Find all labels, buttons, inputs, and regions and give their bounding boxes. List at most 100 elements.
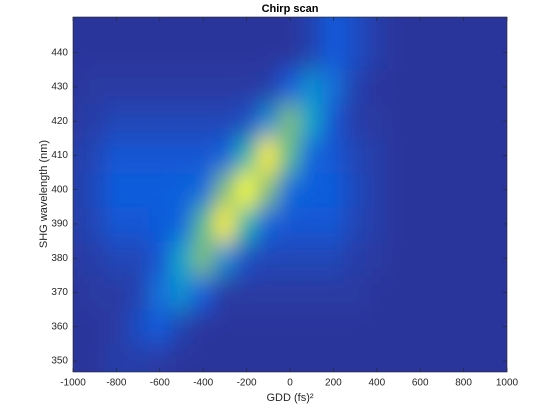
y-tick-label: 440 <box>51 47 68 58</box>
heatmap-cell <box>73 240 85 276</box>
heatmap-cell <box>473 274 497 311</box>
heatmap-cell <box>387 343 410 372</box>
heatmap-cell <box>213 137 237 174</box>
heatmap-cell <box>452 309 475 345</box>
heatmap-cell <box>322 240 345 276</box>
heatmap-cell <box>191 274 215 311</box>
heatmap-cell <box>83 137 107 174</box>
heatmap-cell <box>256 274 280 311</box>
x-axis-label: GDD (fs)² <box>266 392 313 404</box>
heatmap-cell <box>365 206 389 242</box>
heatmap-cell <box>365 172 389 208</box>
heatmap-cell <box>213 172 237 208</box>
y-axis-label: SHG wavelength (nm) <box>38 140 50 248</box>
heatmap-cell <box>191 206 215 242</box>
heatmap-cell <box>452 343 475 372</box>
heatmap-cell <box>213 274 237 311</box>
heatmap-cell <box>105 206 128 242</box>
heatmap-cell <box>148 172 172 208</box>
heatmap-cell <box>495 137 507 174</box>
heatmap-cell <box>322 343 345 372</box>
heatmap-cell <box>387 17 410 71</box>
heatmap-cell <box>408 69 432 105</box>
heatmap-cell <box>322 69 345 105</box>
heatmap-cell <box>170 240 193 276</box>
heatmap <box>73 17 507 372</box>
heatmap-cell <box>148 103 172 139</box>
heatmap-cell <box>83 103 107 139</box>
heatmap-cell <box>191 343 215 372</box>
heatmap-cell <box>83 240 107 276</box>
heatmap-cell <box>430 103 454 139</box>
heatmap-cell <box>387 69 410 105</box>
heatmap-cell <box>105 17 128 71</box>
heatmap-cell <box>387 240 410 276</box>
heatmap-cell <box>126 274 150 311</box>
heatmap-cell <box>300 206 324 242</box>
heatmap-cell <box>126 17 150 71</box>
heatmap-cell <box>256 137 280 174</box>
heatmap-cell <box>191 103 215 139</box>
x-tick-label: -400 <box>193 378 213 389</box>
heatmap-cell <box>452 103 475 139</box>
heatmap-cell <box>170 17 193 71</box>
heatmap-cell <box>278 137 302 174</box>
y-tick-label: 430 <box>51 82 68 93</box>
heatmap-cell <box>148 343 172 372</box>
heatmap-cell <box>148 274 172 311</box>
heatmap-cell <box>126 172 150 208</box>
heatmap-cell <box>322 309 345 345</box>
heatmap-cell <box>365 343 389 372</box>
heatmap-cell <box>256 103 280 139</box>
heatmap-cell <box>126 206 150 242</box>
y-tick-label: 370 <box>51 287 68 298</box>
y-tick-label: 350 <box>51 356 68 367</box>
heatmap-cell <box>495 206 507 242</box>
heatmap-cell <box>365 274 389 311</box>
heatmap-cell <box>343 274 367 311</box>
x-tick-label: -600 <box>150 378 170 389</box>
heatmap-cell <box>170 343 193 372</box>
heatmap-cell <box>343 17 367 71</box>
heatmap-cell <box>365 103 389 139</box>
heatmap-cell <box>495 172 507 208</box>
heatmap-cell <box>170 103 193 139</box>
heatmap-cell <box>191 137 215 174</box>
heatmap-cell <box>170 206 193 242</box>
heatmap-cell <box>452 17 475 71</box>
heatmap-cell <box>430 240 454 276</box>
x-tick-label: -800 <box>106 378 126 389</box>
heatmap-cell <box>365 69 389 105</box>
heatmap-cell <box>408 206 432 242</box>
heatmap-cell <box>473 309 497 345</box>
heatmap-cell <box>343 172 367 208</box>
heatmap-cell <box>430 309 454 345</box>
heatmap-cell <box>278 206 302 242</box>
heatmap-cell <box>365 240 389 276</box>
heatmap-cell <box>495 274 507 311</box>
y-tick-label: 390 <box>51 219 68 230</box>
heatmap-cell <box>83 69 107 105</box>
heatmap-cell <box>408 309 432 345</box>
heatmap-cell <box>495 240 507 276</box>
heatmap-cell <box>452 172 475 208</box>
heatmap-cell <box>256 172 280 208</box>
heatmap-cell <box>278 343 302 372</box>
heatmap-cell <box>105 240 128 276</box>
heatmap-cell <box>343 69 367 105</box>
heatmap-cell <box>105 274 128 311</box>
heatmap-cell <box>170 69 193 105</box>
heatmap-cell <box>473 17 497 71</box>
heatmap-cell <box>300 309 324 345</box>
heatmap-cell <box>73 137 85 174</box>
heatmap-cell <box>73 172 85 208</box>
heatmap-cell <box>387 274 410 311</box>
heatmap-cell <box>365 17 389 71</box>
heatmap-cell <box>343 309 367 345</box>
heatmap-cell <box>213 69 237 105</box>
heatmap-cell <box>148 69 172 105</box>
heatmap-cell <box>473 343 497 372</box>
heatmap-cell <box>213 206 237 242</box>
heatmap-cell <box>322 17 345 71</box>
heatmap-cell <box>213 343 237 372</box>
